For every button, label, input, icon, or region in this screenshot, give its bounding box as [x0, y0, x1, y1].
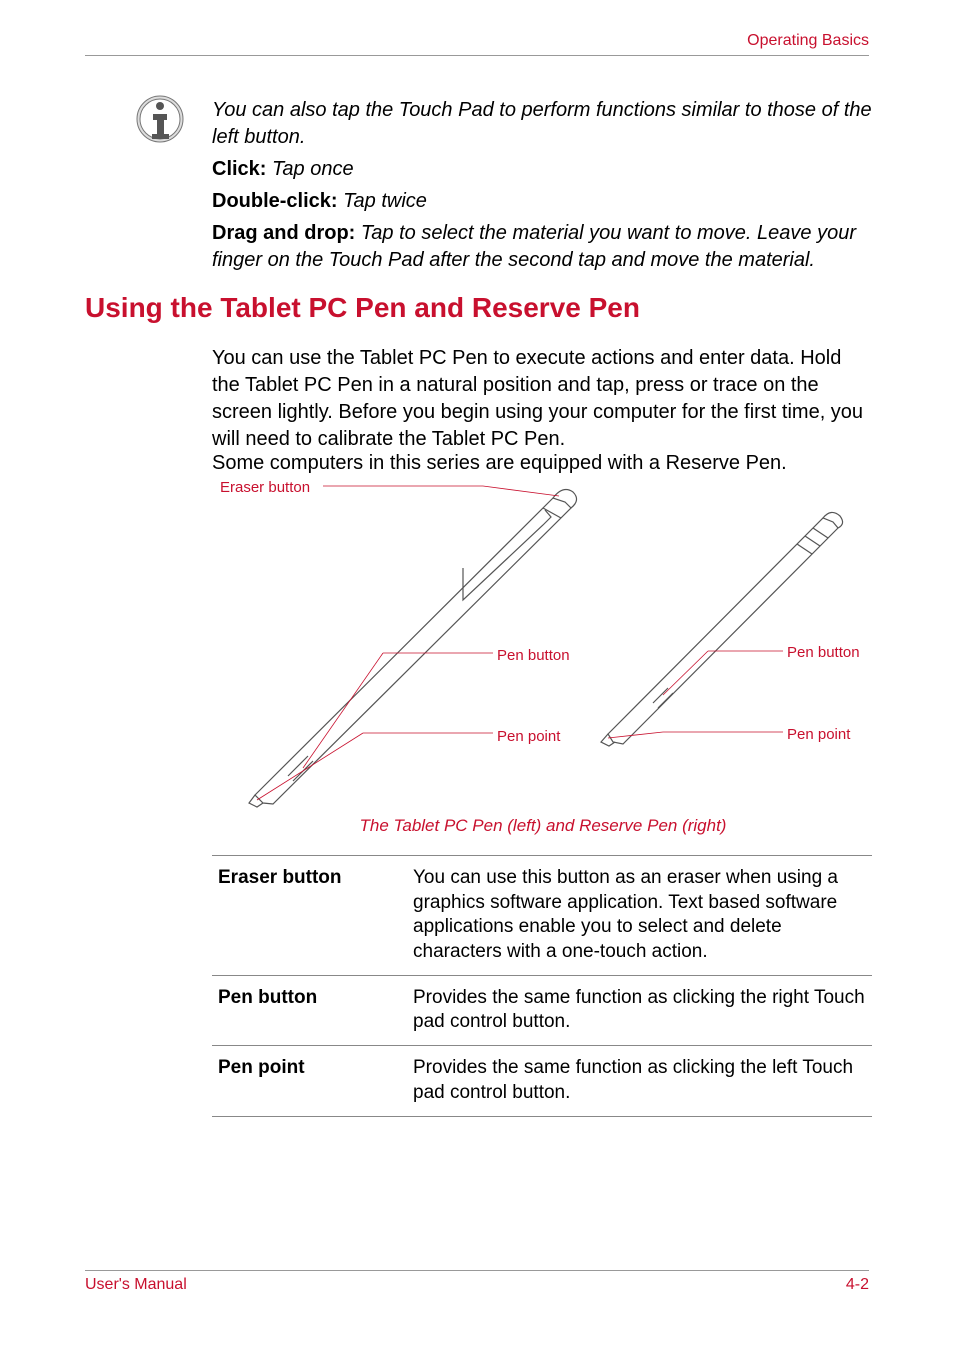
label-pen-button-right: Pen button [787, 643, 860, 663]
diagram-caption: The Tablet PC Pen (left) and Reserve Pen… [212, 815, 874, 838]
header-rule [85, 55, 869, 56]
term-dragdrop: Drag and drop: [212, 222, 355, 244]
section-para1: You can use the Tablet PC Pen to execute… [212, 345, 874, 453]
note-def-doubleclick: Double-click: Tap twice [212, 188, 874, 215]
note-block: You can also tap the Touch Pad to perfor… [212, 97, 874, 279]
section-heading: Using the Tablet PC Pen and Reserve Pen [85, 289, 640, 327]
note-def-click: Click: Tap once [212, 156, 874, 183]
pen-diagram: Eraser button Pen button Pen point Pen b… [212, 470, 874, 815]
desc-doubleclick: Tap twice [343, 190, 427, 212]
desc-click: Tap once [272, 158, 354, 180]
def-term-eraser: Eraser button [212, 856, 407, 976]
note-intro: You can also tap the Touch Pad to perfor… [212, 97, 874, 151]
term-click: Click: [212, 158, 266, 180]
footer-rule [85, 1270, 869, 1271]
label-pen-button-left: Pen button [497, 646, 570, 666]
label-pen-point-right: Pen point [787, 725, 850, 745]
page-footer: User's Manual 4-2 [85, 1274, 869, 1296]
table-row: Pen point Provides the same function as … [212, 1046, 872, 1116]
chapter-title: Operating Basics [747, 30, 869, 52]
label-eraser-button: Eraser button [220, 478, 310, 498]
def-desc-penpoint: Provides the same function as clicking t… [407, 1046, 872, 1116]
footer-left: User's Manual [85, 1274, 187, 1296]
def-term-penpoint: Pen point [212, 1046, 407, 1116]
definitions-table: Eraser button You can use this button as… [212, 855, 872, 1117]
info-icon [135, 94, 185, 144]
term-doubleclick: Double-click: [212, 190, 338, 212]
def-desc-eraser: You can use this button as an eraser whe… [407, 856, 872, 976]
def-term-penbutton: Pen button [212, 975, 407, 1045]
footer-right: 4-2 [846, 1274, 869, 1296]
note-def-dragdrop: Drag and drop: Tap to select the materia… [212, 220, 874, 274]
table-row: Pen button Provides the same function as… [212, 975, 872, 1045]
table-row: Eraser button You can use this button as… [212, 856, 872, 976]
def-desc-penbutton: Provides the same function as clicking t… [407, 975, 872, 1045]
label-pen-point-left: Pen point [497, 727, 560, 747]
